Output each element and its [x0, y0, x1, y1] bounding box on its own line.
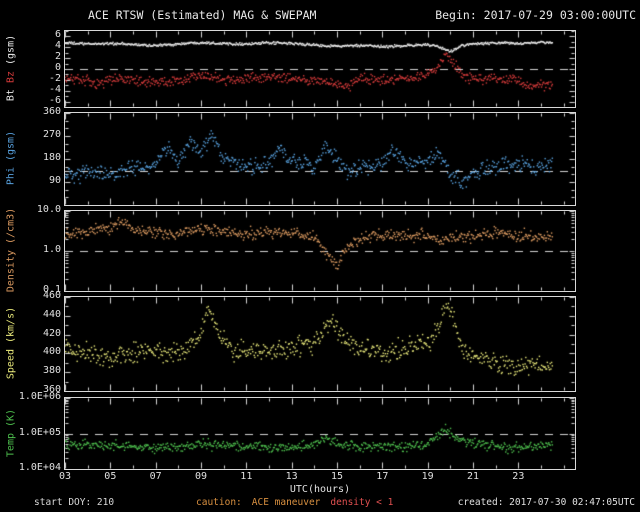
- x-tick-label: 03: [58, 471, 72, 482]
- panel-temp: [64, 397, 576, 470]
- y-axis-label-part: Temp (K): [5, 408, 17, 457]
- y-axis-label-part: Speed (km/s): [5, 306, 17, 380]
- panel-density: [64, 210, 576, 292]
- panel-speed: [64, 296, 576, 392]
- y-tick-label: 4: [54, 40, 61, 52]
- y-tick-label: 380: [42, 365, 61, 377]
- y-tick-label: 90: [48, 175, 61, 186]
- temp-canvas: [65, 398, 575, 469]
- plot-title: ACE RTSW (Estimated) MAG & SWEPAM: [88, 8, 317, 22]
- density-warning: density < 1: [330, 497, 394, 508]
- density-canvas: [65, 211, 575, 291]
- caution-note: caution: ACE maneuver density < 1: [196, 497, 393, 508]
- x-tick-label: 23: [512, 471, 525, 482]
- bt-bz-canvas: [65, 31, 575, 107]
- begin-timestamp: Begin: 2017-07-29 03:00:00UTC: [435, 8, 636, 22]
- y-axis-label-density: Density (/cm3): [6, 208, 17, 292]
- x-tick-label: 13: [285, 471, 298, 482]
- x-tick-label: 05: [104, 471, 117, 482]
- y-tick-label: 0: [54, 62, 61, 73]
- caution-detail: ACE maneuver: [251, 497, 321, 508]
- y-tick-label: 360: [42, 384, 61, 395]
- y-tick-label: 400: [42, 346, 61, 358]
- y-tick-label: 440: [42, 308, 61, 320]
- y-axis-label-part: (gsm): [5, 34, 17, 72]
- x-tick-label: 19: [421, 471, 434, 482]
- y-tick-label: 6: [54, 29, 61, 41]
- panel-phi: [64, 112, 576, 206]
- x-axis-title: UTC(hours): [289, 484, 351, 495]
- x-tick-label: 15: [330, 471, 344, 482]
- y-axis-label-phi: Phi (gsm): [6, 131, 17, 185]
- y-axis-label-part: Bt: [5, 89, 17, 102]
- x-axis-tick-labels: 03 05 07 09 11 13 15 17 19 21 23: [0, 471, 640, 484]
- y-tick-label: -6: [48, 94, 61, 106]
- y-axis-label-temp: Temp (K): [6, 408, 17, 456]
- y-tick-label: 460: [42, 290, 61, 301]
- x-tick-label: 11: [240, 471, 253, 482]
- x-tick-label: 21: [466, 471, 480, 482]
- start-doy-label: start DOY: 210: [34, 497, 115, 508]
- y-axis-label-part: Bz: [5, 71, 17, 90]
- x-tick-label: 09: [194, 471, 208, 482]
- y-tick-label: 0.1: [42, 284, 61, 295]
- y-tick-label: 10.0: [36, 204, 61, 215]
- y-tick-label: 1.0: [42, 244, 61, 255]
- speed-canvas: [65, 297, 575, 391]
- created-timestamp: created: 2017-07-30 02:47:05UTC: [457, 497, 635, 508]
- y-tick-label: -2: [48, 72, 61, 84]
- x-tick-label: 17: [376, 471, 389, 482]
- y-tick-label: 1.0E+06: [18, 391, 61, 402]
- y-axis-label-bt-bz: Bt Bz (gsm): [6, 35, 17, 101]
- y-tick-label: 420: [42, 327, 61, 339]
- y-axis-label-part: Density (/cm3): [5, 207, 17, 293]
- y-tick-label: -4: [48, 83, 61, 95]
- y-axis-label-speed: Speed (km/s): [6, 307, 17, 379]
- y-tick-label: 270: [42, 129, 61, 140]
- y-tick-label: 2: [54, 51, 61, 63]
- y-tick-label: 360: [42, 106, 61, 117]
- y-tick-label: 1.0E+05: [18, 426, 61, 438]
- caution-label: caution:: [196, 497, 242, 508]
- phi-canvas: [65, 113, 575, 205]
- y-tick-label: 1.0E+04: [18, 462, 61, 473]
- y-axis-label-part: Phi (gsm): [5, 130, 17, 186]
- y-tick-label: 180: [42, 152, 61, 163]
- panel-bt-bz: [64, 30, 576, 108]
- x-tick-label: 07: [149, 471, 162, 482]
